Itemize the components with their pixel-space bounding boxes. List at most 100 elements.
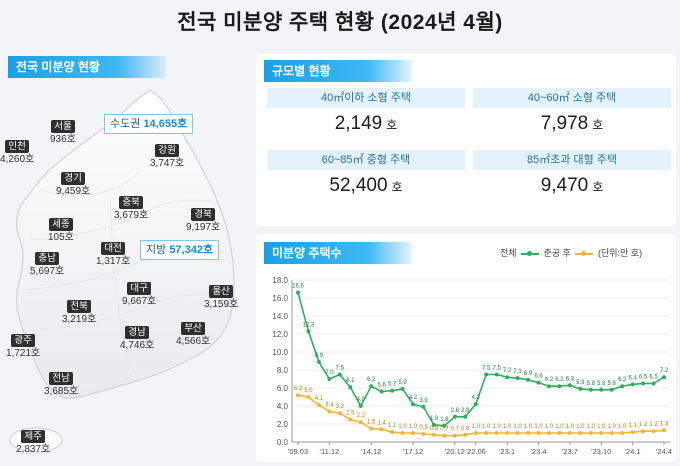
data-label-total: 12.3 <box>303 322 315 328</box>
data-label-completed: 0.8 <box>430 426 439 432</box>
region-gyeongnam: 경남 4,746호 <box>120 326 154 352</box>
region-gyeonggi-value: 9,459호 <box>56 186 91 197</box>
data-point-completed <box>662 428 666 433</box>
size-cell-large: 85㎡초과 대형 주택 9,470 호 <box>473 150 671 202</box>
data-label-completed: 1.1 <box>628 423 637 429</box>
data-label-total: 5.8 <box>597 381 606 387</box>
data-label-completed: 1.0 <box>587 424 596 430</box>
region-daejeon-name: 대전 <box>101 242 125 255</box>
region-chungnam: 충남 5,697호 <box>30 252 64 278</box>
data-point-completed <box>473 431 478 435</box>
x-tick-label: '09.03 <box>288 447 308 456</box>
size-cell-small-60: 40~60㎡ 소형 주택 7,978 호 <box>473 88 671 140</box>
data-label-total: 6.2 <box>367 377 376 383</box>
data-point-total <box>452 414 457 419</box>
region-daegu: 대구 9,667호 <box>122 282 156 308</box>
region-gyeongbuk: 경북 9,197호 <box>186 208 220 234</box>
trend-chart: 0.0 2.0 4.0 6.0 8.0 10.0 12.0 14.0 16.0 18.0 '09.0… <box>272 276 672 456</box>
data-point-total <box>662 375 666 380</box>
trend-section-label: 미분양 주택수 <box>264 242 412 264</box>
capital-area-value: 14,655호 <box>143 118 188 130</box>
region-gangwon-name: 강원 <box>155 144 179 157</box>
region-gangwon: 강원 3,747호 <box>150 144 184 170</box>
local-area-value: 57,342호 <box>169 244 214 256</box>
data-label-total: 5.9 <box>576 380 585 386</box>
legend-completed-line <box>575 250 594 256</box>
data-point-completed <box>588 431 593 435</box>
region-chungbuk: 충북 3,679호 <box>114 196 148 222</box>
data-point-total <box>442 423 447 428</box>
region-ulsan-value: 3,159호 <box>204 299 239 310</box>
data-label-total: 5.8 <box>608 381 617 387</box>
data-point-completed <box>463 432 468 437</box>
y-tick-label: 16.0 <box>272 294 288 303</box>
data-label-completed: 2.2 <box>357 413 366 419</box>
region-gwangju: 광주 1,721호 <box>6 334 40 360</box>
data-label-completed: 0.9 <box>419 425 428 431</box>
data-point-total <box>526 377 531 382</box>
data-point-total <box>588 387 593 392</box>
data-point-total <box>536 380 541 385</box>
region-seoul-value: 936호 <box>50 134 76 145</box>
x-tick-label: '17.12 <box>403 447 423 456</box>
region-chungbuk-name: 충북 <box>119 196 143 209</box>
region-daejeon-value: 1,317호 <box>96 256 131 267</box>
data-label-total: 2.8 <box>461 408 470 414</box>
region-chungnam-name: 충남 <box>35 252 59 265</box>
data-point-total <box>505 375 510 380</box>
data-point-total <box>348 385 353 390</box>
data-label-completed: 1.2 <box>639 422 648 428</box>
y-tick-label: 14.0 <box>272 312 288 321</box>
data-label-total: 6.2 <box>545 377 554 383</box>
data-point-completed <box>599 431 604 435</box>
data-label-total: 8.9 <box>315 353 324 359</box>
region-gyeonggi: 경기 9,459호 <box>56 172 90 198</box>
size-head-small-40: 40㎡이하 소형 주택 <box>267 88 465 108</box>
data-point-completed <box>337 411 342 416</box>
size-value-large: 9,470 호 <box>473 170 671 202</box>
data-label-completed: 5.0 <box>304 388 313 394</box>
data-label-completed: 1.0 <box>555 424 564 430</box>
data-label-completed: 2.5 <box>346 411 355 417</box>
data-label-completed: 1.0 <box>503 424 512 430</box>
data-point-completed <box>327 409 332 414</box>
data-label-total: 7.2 <box>503 368 512 374</box>
data-label-total: 2.8 <box>451 408 460 414</box>
data-label-total: 6.1 <box>346 378 355 384</box>
region-gwangju-value: 1,721호 <box>6 348 41 359</box>
region-sejong-name: 세종 <box>49 218 73 231</box>
x-tick-label: '23.10 <box>591 447 611 456</box>
size-number-small-60: 7,978 <box>540 113 589 134</box>
data-point-completed <box>442 433 447 438</box>
data-label-total: 7.0 <box>325 370 334 376</box>
legend-completed-label: 준공 후 <box>543 248 571 258</box>
size-value-small-60: 7,978 호 <box>473 108 671 140</box>
data-point-total <box>421 404 426 409</box>
region-daegu-name: 대구 <box>127 282 151 295</box>
data-point-total <box>327 377 332 381</box>
data-label-total: 5.9 <box>398 380 407 386</box>
data-point-completed <box>494 431 499 435</box>
x-tick-label: '23.7 <box>562 447 578 456</box>
data-point-total <box>316 359 321 364</box>
region-chungbuk-value: 3,679호 <box>114 210 149 221</box>
x-tick-label: '14.12 <box>361 447 381 456</box>
data-point-completed <box>651 429 656 434</box>
korea-map: 서울 936호 인천 4,260호 강원 3,747호 경기 9,459호 충북 3,67… <box>0 80 250 466</box>
data-label-total: 1.9 <box>430 416 439 422</box>
data-point-completed <box>379 427 384 432</box>
data-point-total <box>411 402 416 407</box>
data-point-total <box>651 381 656 386</box>
data-point-completed <box>316 403 321 408</box>
data-point-total <box>578 386 583 391</box>
x-tick-label: '24.4 <box>656 447 672 456</box>
data-label-total: 6.6 <box>534 374 543 380</box>
region-gyeongnam-name: 경남 <box>125 326 149 339</box>
size-number-small-40: 2,149 <box>334 113 383 134</box>
region-incheon: 인천 4,260호 <box>0 140 34 166</box>
region-daegu-value: 9,667호 <box>122 296 157 307</box>
region-jeju-value: 2,837호 <box>16 444 51 455</box>
region-gyeongnam-value: 4,746호 <box>120 340 155 351</box>
region-gangwon-value: 3,747호 <box>150 158 185 169</box>
data-point-completed <box>567 431 572 435</box>
